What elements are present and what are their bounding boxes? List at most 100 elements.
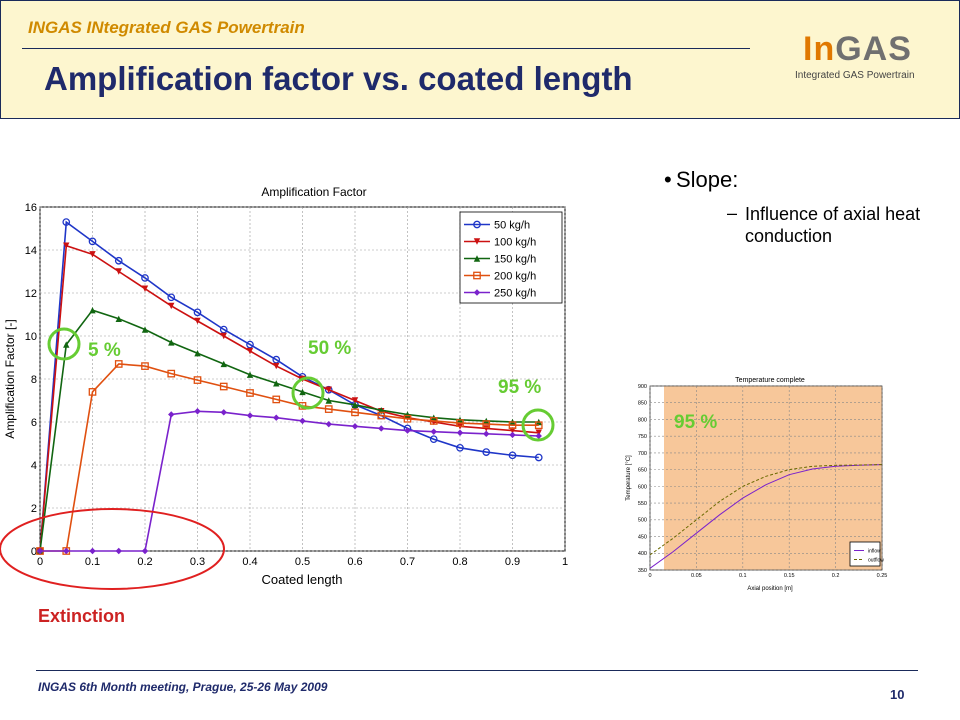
series-point-3	[429, 417, 438, 425]
legend-entry: outflow	[868, 557, 884, 563]
footer-divider	[36, 670, 918, 671]
series-point-1	[351, 397, 359, 404]
x-tick-label: 0.25	[877, 573, 888, 579]
series-point-3	[482, 420, 491, 428]
y-tick-label: 750	[638, 434, 647, 440]
series-point-1	[141, 285, 149, 292]
y-tick-label: 850	[638, 401, 647, 407]
series-point-0	[219, 325, 228, 334]
series-point-1	[115, 268, 122, 275]
series-point-2	[89, 307, 96, 314]
series-point-4	[220, 409, 227, 416]
series-point-4	[194, 408, 201, 415]
y-tick-label: 14	[25, 245, 37, 257]
series-point-4	[299, 417, 306, 425]
bullet-slope: Slope:	[676, 167, 739, 192]
amplification-factor-chart: Amplification Factor 0 0.1 0.2 0.3 0.4 0.5 0.6…	[3, 185, 568, 587]
series-point-2	[115, 315, 122, 322]
x-tick-label: 0.2	[137, 556, 152, 568]
main-chart-title: Amplification Factor	[261, 185, 366, 199]
series-point-0	[246, 340, 254, 349]
series-point-3	[193, 376, 202, 384]
legend-marker	[473, 289, 481, 296]
x-tick-label: 0.7	[400, 556, 415, 568]
y-tick-label: 450	[638, 534, 647, 540]
series-point-3	[246, 389, 254, 397]
x-tick-label: 0.15	[784, 573, 795, 579]
legend-marker	[473, 271, 481, 280]
y-tick-label: 800	[638, 417, 647, 423]
x-tick-label: 0	[648, 573, 651, 579]
series-point-3	[141, 362, 149, 370]
extinction-label: Extinction	[38, 606, 126, 626]
series-point-0	[167, 293, 176, 302]
series-line-2	[39, 309, 539, 552]
legend-entry: 150 kg/h	[494, 253, 536, 265]
y-tick-label: 12	[25, 288, 37, 300]
inset-chart-title: Temperature complete	[735, 377, 805, 384]
series-line-1	[649, 464, 883, 556]
y-tick-label: 2	[31, 503, 37, 515]
series-point-0	[456, 443, 464, 452]
series-point-4	[351, 423, 359, 430]
ingas-logo: InGAS Integrated GAS Powertrain	[795, 30, 945, 90]
y-tick-label: 900	[638, 384, 647, 390]
y-tick-label: 550	[638, 501, 647, 507]
bullet-dot-icon: •	[664, 167, 672, 192]
series-point-0	[88, 237, 97, 246]
series-point-4	[168, 411, 175, 418]
y-tick-label: 400	[638, 551, 647, 557]
y-tick-label: 16	[25, 202, 37, 214]
y-tick-label: 6	[31, 417, 37, 429]
series-point-1	[63, 242, 70, 249]
series-point-3	[219, 382, 228, 391]
x-tick-label: 0.6	[347, 556, 362, 568]
series-point-0	[508, 451, 517, 460]
series-point-3	[114, 360, 123, 368]
series-point-1	[194, 317, 201, 325]
series-point-3	[88, 388, 97, 396]
series-point-0	[193, 308, 202, 317]
y-tick-label: 650	[638, 468, 647, 474]
series-point-4	[483, 430, 490, 438]
page-title: Amplification factor vs. coated length	[44, 60, 633, 97]
logo-in: In	[803, 30, 836, 68]
legend-entry: inflow	[868, 548, 881, 554]
label-5-percent: 5 %	[88, 340, 121, 361]
logo-subtitle: Integrated GAS Powertrain	[795, 70, 915, 81]
series-line-3	[40, 363, 539, 552]
series-point-2	[246, 371, 254, 378]
series-point-4	[246, 412, 254, 419]
legend-entry: 250 kg/h	[494, 287, 536, 299]
series-line-1	[39, 244, 539, 552]
series-point-4	[456, 429, 464, 436]
logo-gas: GAS	[835, 30, 912, 68]
inset-x-axis-label: Axial position [m]	[747, 586, 793, 592]
inset-shaded-region	[664, 386, 882, 570]
series-point-4	[273, 414, 280, 421]
series-point-0	[114, 256, 123, 265]
legend-marker	[473, 255, 481, 262]
series-point-0	[534, 453, 543, 462]
series-point-2	[273, 380, 280, 387]
y-tick-label: 10	[25, 331, 37, 343]
legend-entry: 100 kg/h	[494, 236, 536, 248]
series-point-0	[429, 435, 438, 444]
series-point-1	[273, 362, 280, 370]
y-tick-label: 600	[638, 484, 647, 490]
series-point-3	[508, 421, 517, 430]
inset-chart-legend: inflow outflow	[849, 541, 884, 567]
series-point-1	[168, 302, 175, 310]
series-point-1	[246, 347, 254, 355]
footer-meeting: INGAS 6th Month meeting, Prague, 25-26 M…	[38, 680, 328, 694]
main-x-axis-label: Coated length	[262, 572, 343, 587]
series-point-3	[167, 369, 176, 378]
x-tick-label: 0.8	[452, 556, 467, 568]
x-tick-label: 0.5	[295, 556, 310, 568]
header-divider	[22, 48, 750, 49]
logo-wordmark: InGAS	[803, 30, 912, 69]
header-banner	[0, 0, 960, 119]
x-tick-label: 1	[562, 556, 568, 568]
series-point-2	[325, 397, 332, 404]
series-point-4	[430, 428, 437, 435]
